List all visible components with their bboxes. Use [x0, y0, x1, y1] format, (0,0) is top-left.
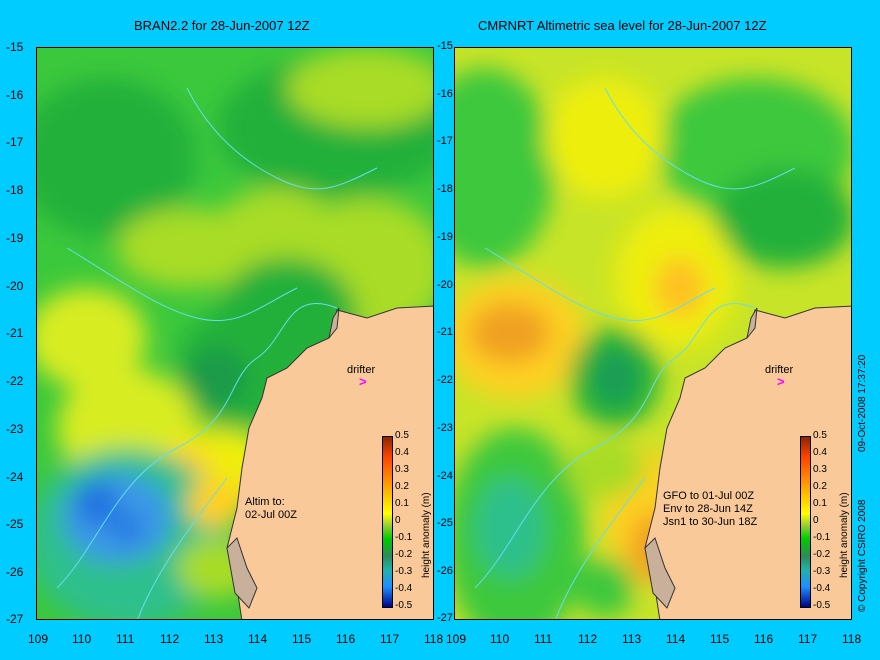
x-tick: 118 [424, 632, 444, 646]
x-tick: 112 [160, 632, 180, 646]
y-tick: -16 [437, 88, 453, 100]
cbar-tick: 0.3 [813, 464, 827, 475]
left-drifter-arrow-icon: > [359, 374, 367, 389]
y-tick: -25 [6, 517, 24, 531]
y-tick: -17 [6, 135, 24, 149]
y-tick: -27 [6, 612, 24, 626]
cbar-tick: -0.4 [813, 583, 831, 594]
y-tick: -24 [437, 470, 453, 482]
cbar-tick: -0.3 [813, 566, 831, 577]
cbar-tick: -0.2 [813, 549, 831, 560]
x-tick: 117 [380, 632, 400, 646]
cbar-tick: -0.2 [395, 549, 413, 560]
y-tick: -26 [6, 565, 24, 579]
cbar-tick: 0 [395, 515, 401, 526]
x-tick: 115 [292, 632, 312, 646]
x-tick: 110 [72, 632, 92, 646]
x-tick: 113 [204, 632, 224, 646]
cbar-tick: -0.4 [395, 583, 413, 594]
y-tick: -22 [437, 374, 453, 386]
cbar-tick: 0.3 [395, 464, 409, 475]
y-tick: -16 [6, 88, 24, 102]
x-tick: 110 [490, 632, 510, 646]
x-tick: 118 [842, 632, 862, 646]
x-tick: 116 [336, 632, 356, 646]
x-tick: 115 [710, 632, 730, 646]
y-tick: -27 [437, 612, 453, 624]
cbar-tick: 0.2 [395, 481, 409, 492]
y-tick: -17 [437, 135, 453, 147]
x-tick: 113 [622, 632, 642, 646]
y-tick: -19 [6, 231, 24, 245]
cbar-tick: 0.1 [813, 498, 827, 509]
left-map-graphic [37, 48, 433, 619]
cbar-tick: 0.5 [395, 430, 409, 441]
cbar-tick: 0.2 [813, 481, 827, 492]
x-tick: 114 [666, 632, 686, 646]
left-drifter-label: drifter [347, 364, 376, 376]
y-tick: -15 [6, 40, 24, 54]
y-tick: -19 [437, 231, 453, 243]
y-tick: -21 [6, 326, 24, 340]
right-colorbar [800, 436, 811, 608]
right-drifter-arrow-icon: > [777, 374, 785, 389]
x-tick: 117 [798, 632, 818, 646]
x-tick: 111 [534, 632, 553, 646]
cbar-tick: -0.5 [395, 600, 413, 611]
x-tick: 114 [248, 632, 268, 646]
right-satellite-annotation: GFO to 01-Jul 00Z Env to 28-Jun 14Z Jsn1… [663, 490, 758, 528]
y-tick: -23 [437, 422, 453, 434]
y-tick: -15 [437, 40, 453, 52]
y-tick: -20 [437, 279, 453, 291]
y-tick: -20 [6, 279, 24, 293]
left-map-title: BRAN2.2 for 28-Jun-2007 12Z [134, 18, 310, 33]
x-tick: 112 [578, 632, 598, 646]
left-map-panel: Altim to: 02-Jul 00Z drifter > 0.5 0.4 0… [36, 47, 434, 620]
x-tick: 109 [28, 632, 49, 646]
y-tick: -25 [437, 517, 453, 529]
cbar-tick: 0.4 [395, 447, 409, 458]
left-colorbar [382, 436, 393, 608]
cbar-tick: 0.5 [813, 430, 827, 441]
cbar-tick: 0 [813, 515, 819, 526]
y-tick: -21 [437, 326, 453, 338]
cbar-tick: -0.1 [395, 532, 413, 543]
y-tick: -18 [6, 183, 24, 197]
cbar-tick: -0.3 [395, 566, 413, 577]
cbar-tick: 0.4 [813, 447, 827, 458]
x-tick: 111 [116, 632, 135, 646]
timestamp-text: 09-Oct-2008 17:37:20 [857, 354, 868, 452]
y-tick: -22 [6, 374, 24, 388]
x-tick: 116 [754, 632, 774, 646]
copyright-text: © Copyright CSIRO 2008 [857, 499, 868, 612]
right-drifter-label: drifter [765, 364, 794, 376]
cbar-tick: -0.5 [813, 600, 831, 611]
right-map-panel: GFO to 01-Jul 00Z Env to 28-Jun 14Z Jsn1… [454, 47, 852, 620]
y-tick: -18 [437, 183, 453, 195]
left-colorbar-label: height anomaly (m) [421, 492, 432, 578]
y-tick: -26 [437, 565, 453, 577]
y-tick: -24 [6, 470, 24, 484]
x-tick: 109 [446, 632, 467, 646]
y-tick: -23 [6, 422, 24, 436]
left-altim-annotation: Altim to: 02-Jul 00Z [245, 496, 297, 521]
cbar-tick: -0.1 [813, 532, 831, 543]
right-colorbar-label: height anomaly (m) [839, 492, 850, 578]
cbar-tick: 0.1 [395, 498, 409, 509]
right-map-title: CMRNRT Altimetric sea level for 28-Jun-2… [478, 18, 767, 33]
right-map-graphic [455, 48, 851, 619]
